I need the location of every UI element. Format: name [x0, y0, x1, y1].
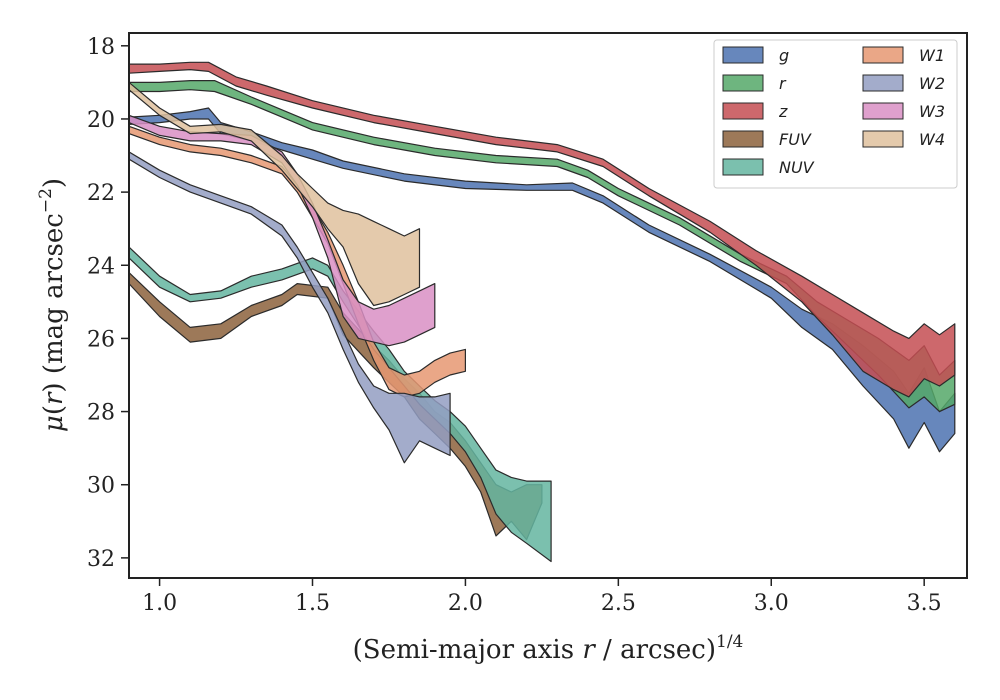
series-band-fuv	[129, 272, 543, 541]
legend-swatch	[862, 46, 904, 64]
plot-frame	[128, 32, 968, 579]
legend-label: W4	[919, 130, 945, 149]
legend-label: z	[778, 102, 788, 121]
series-band-g	[129, 107, 956, 453]
y-axis-label: μ(r) (mag arcsec−2)	[36, 178, 69, 432]
legend-label: g	[779, 46, 789, 65]
legend-item-w2: W2	[862, 74, 945, 93]
x-tick-label: 3.0	[754, 591, 789, 616]
series-layer	[129, 61, 956, 563]
legend-swatch	[722, 46, 764, 64]
legend-item-r: r	[722, 74, 787, 93]
legend-item-g: g	[722, 46, 789, 65]
legend-label: FUV	[779, 130, 812, 149]
legend-swatch	[862, 102, 904, 120]
legend-label: W3	[919, 102, 945, 121]
legend-item-nuv: NUV	[722, 158, 815, 177]
y-axis: 18 20 22 24 26 28 30 32	[87, 35, 129, 572]
y-tick-label: 26	[87, 327, 115, 352]
x-tick-label: 3.5	[907, 591, 942, 616]
series-band-w4	[129, 81, 421, 307]
series-band-z	[129, 61, 956, 398]
legend-label: NUV	[779, 158, 815, 177]
legend: grz FUV NUV W1 W2 W3 W4	[713, 39, 958, 189]
x-axis: 1.0 1.5 2.0 2.5 3.0 3.5	[142, 578, 942, 616]
legend-item-fuv: FUV	[722, 130, 812, 149]
legend-label: r	[779, 74, 787, 93]
legend-swatch	[722, 158, 764, 176]
x-axis-label: (Semi-major axis r / arcsec)1/4	[353, 632, 744, 665]
series-band-r	[129, 80, 956, 413]
legend-label: W1	[919, 46, 945, 65]
x-tick-label: 1.0	[142, 591, 177, 616]
legend-swatch	[862, 74, 904, 92]
x-tick-label: 2.0	[448, 591, 483, 616]
legend-swatch	[862, 130, 904, 148]
y-tick-label: 24	[87, 254, 115, 279]
y-tick-label: 28	[87, 401, 115, 426]
y-tick-label: 18	[87, 35, 115, 60]
y-tick-label: 22	[87, 181, 115, 206]
legend-item-z: z	[722, 102, 788, 121]
legend-swatch	[722, 130, 764, 148]
legend-swatch	[722, 74, 764, 92]
y-tick-label: 32	[87, 547, 115, 572]
x-tick-label: 2.5	[601, 591, 636, 616]
legend-item-w4: W4	[862, 130, 945, 149]
legend-item-w3: W3	[862, 102, 945, 121]
series-band-w2	[129, 151, 451, 464]
legend-label: W2	[919, 74, 945, 93]
y-tick-label: 30	[87, 474, 115, 499]
legend-swatch	[722, 102, 764, 120]
y-tick-label: 20	[87, 108, 115, 133]
legend-item-w1: W1	[862, 46, 945, 65]
plot-area	[129, 61, 956, 563]
series-band-nuv	[129, 246, 552, 563]
x-tick-label: 1.5	[295, 591, 330, 616]
